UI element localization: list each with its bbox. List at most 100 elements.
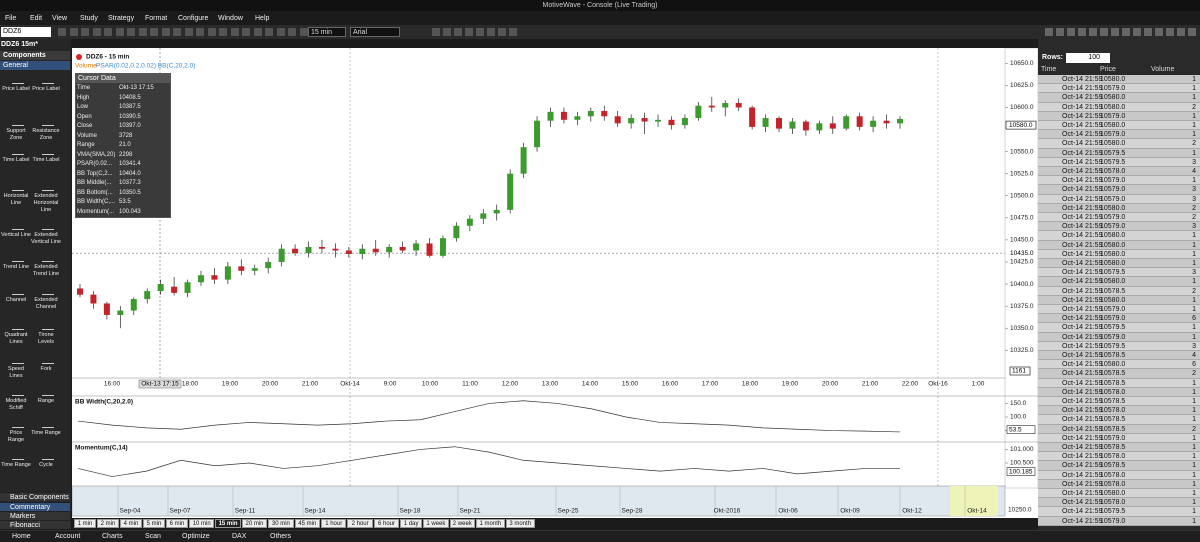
timeframe-button[interactable]: 1 min bbox=[74, 519, 96, 528]
timeframe-button[interactable]: 1 week bbox=[423, 519, 449, 528]
tool-icon[interactable] bbox=[42, 420, 54, 428]
toolbar-icon[interactable] bbox=[265, 28, 273, 36]
toolbar-icon[interactable] bbox=[1111, 28, 1119, 36]
menu-item[interactable]: View bbox=[52, 15, 68, 22]
bottom-tab[interactable]: Charts bbox=[102, 533, 123, 540]
toolbar-icon[interactable] bbox=[1155, 28, 1163, 36]
menu-item[interactable]: Edit bbox=[30, 15, 43, 22]
toolbar-icon[interactable] bbox=[443, 28, 451, 36]
timeframe-button[interactable]: 2 week bbox=[449, 519, 475, 528]
toolbar-icon[interactable] bbox=[1056, 28, 1064, 36]
timeframe-button[interactable]: 6 hour bbox=[373, 519, 400, 528]
tool-label[interactable]: Time Range bbox=[31, 430, 61, 436]
tool-label[interactable]: Resistance Zone bbox=[32, 128, 60, 141]
tool-icon[interactable] bbox=[42, 183, 54, 191]
toolbar-icon[interactable] bbox=[1144, 28, 1152, 36]
tool-label[interactable]: Extended Trend Line bbox=[32, 264, 60, 277]
column-header[interactable]: Price bbox=[1100, 66, 1116, 73]
toolbar-icon[interactable] bbox=[487, 28, 495, 36]
toolbar-icon[interactable] bbox=[498, 28, 506, 36]
tool-icon[interactable] bbox=[12, 147, 24, 155]
tool-icon[interactable] bbox=[42, 356, 54, 364]
component-group[interactable]: Commentary bbox=[0, 502, 70, 511]
toolbar-icon[interactable] bbox=[1177, 28, 1185, 36]
toolbar-icon[interactable] bbox=[276, 28, 285, 36]
tool-label[interactable]: Speed Lines bbox=[8, 366, 24, 379]
component-group[interactable]: Markers bbox=[0, 511, 70, 520]
timeframe-button[interactable]: 15 min bbox=[215, 519, 241, 528]
toolbar-icon[interactable] bbox=[1078, 28, 1086, 36]
toolbar-icon[interactable] bbox=[509, 28, 517, 36]
tool-icon[interactable] bbox=[42, 388, 54, 396]
tool-label[interactable]: Tirone Levels bbox=[38, 332, 54, 345]
tool-label[interactable]: Fork bbox=[40, 366, 52, 372]
column-header[interactable]: Volume bbox=[1151, 66, 1175, 73]
interval-box[interactable]: 15 min bbox=[308, 27, 346, 37]
menu-item[interactable]: Help bbox=[255, 15, 270, 22]
general-section[interactable]: General bbox=[0, 61, 70, 70]
toolbar-icon[interactable] bbox=[115, 28, 124, 36]
toolbar-icon[interactable] bbox=[1188, 28, 1196, 36]
timeframe-button[interactable]: 1 day bbox=[400, 519, 423, 528]
toolbar-icon[interactable] bbox=[1122, 28, 1130, 36]
toolbar-icon[interactable] bbox=[58, 28, 66, 36]
tool-label[interactable]: Support Zone bbox=[6, 128, 26, 141]
symbol-box[interactable]: DDZ6 bbox=[1, 27, 51, 37]
bottom-tab[interactable]: Scan bbox=[145, 533, 161, 540]
tool-icon[interactable] bbox=[42, 452, 54, 460]
toolbar-icon[interactable] bbox=[253, 28, 262, 36]
bottom-tab[interactable]: Account bbox=[55, 533, 81, 540]
menu-item[interactable]: Format bbox=[145, 15, 168, 22]
toolbar-icon[interactable] bbox=[242, 28, 250, 36]
tool-icon[interactable] bbox=[12, 118, 24, 126]
tool-label[interactable]: Extended Vertical Line bbox=[31, 232, 61, 245]
font-box[interactable]: Arial bbox=[350, 27, 400, 37]
timeframe-button[interactable]: 30 min bbox=[268, 519, 294, 528]
toolbar-icon[interactable] bbox=[299, 28, 308, 36]
timeframe-button[interactable]: 6 min bbox=[166, 519, 188, 528]
toolbar-icon[interactable] bbox=[161, 28, 170, 36]
tool-icon[interactable] bbox=[42, 147, 54, 155]
toolbar-icon[interactable] bbox=[1067, 28, 1075, 36]
toolbar-icon[interactable] bbox=[127, 28, 135, 36]
tool-label[interactable]: Extended Horizontal Line bbox=[33, 193, 59, 213]
toolbar-icon[interactable] bbox=[69, 28, 78, 36]
tool-label[interactable]: Time Label bbox=[2, 157, 30, 163]
toolbar-icon[interactable] bbox=[138, 28, 147, 36]
tool-label[interactable]: Trend Line bbox=[2, 264, 30, 270]
menu-item[interactable]: Study bbox=[80, 15, 98, 22]
tool-icon[interactable] bbox=[42, 118, 54, 126]
toolbar-icon[interactable] bbox=[465, 28, 473, 36]
menu-item[interactable]: File bbox=[5, 15, 17, 22]
toolbar-icon[interactable] bbox=[288, 28, 296, 36]
tool-icon[interactable] bbox=[12, 420, 24, 428]
tool-label[interactable]: Time Label bbox=[32, 157, 60, 163]
tool-icon[interactable] bbox=[12, 388, 24, 396]
bottom-tab[interactable]: Optimize bbox=[182, 533, 210, 540]
tool-icon[interactable] bbox=[12, 322, 24, 330]
toolbar-icon[interactable] bbox=[1100, 28, 1108, 36]
timeframe-button[interactable]: 3 month bbox=[505, 519, 535, 528]
menu-item[interactable]: Window bbox=[218, 15, 243, 22]
tool-label[interactable]: Horizontal Line bbox=[3, 193, 29, 206]
toolbar-icon[interactable] bbox=[219, 28, 227, 36]
timeframe-button[interactable]: 4 min bbox=[120, 519, 142, 528]
toolbar-icon[interactable] bbox=[81, 28, 89, 36]
tool-icon[interactable] bbox=[42, 76, 54, 84]
timeframe-button[interactable]: 5 min bbox=[143, 519, 165, 528]
tool-icon[interactable] bbox=[42, 254, 54, 262]
tool-label[interactable]: Extended Channel bbox=[34, 297, 58, 310]
tool-icon[interactable] bbox=[12, 222, 24, 230]
tool-label[interactable]: Time Range bbox=[1, 462, 31, 468]
tool-label[interactable]: Price Label bbox=[2, 86, 30, 92]
tool-label[interactable]: Quadrant Lines bbox=[4, 332, 28, 345]
tool-icon[interactable] bbox=[12, 76, 24, 84]
tool-icon[interactable] bbox=[12, 254, 24, 262]
tool-label[interactable]: Price Range bbox=[7, 430, 25, 443]
bottom-tab[interactable]: Home bbox=[12, 533, 31, 540]
menu-item[interactable]: Configure bbox=[178, 15, 209, 22]
timeframe-button[interactable]: 10 min bbox=[189, 519, 215, 528]
toolbar-icon[interactable] bbox=[432, 28, 440, 36]
menu-item[interactable]: Strategy bbox=[108, 15, 135, 22]
toolbar-icon[interactable] bbox=[1133, 28, 1141, 36]
